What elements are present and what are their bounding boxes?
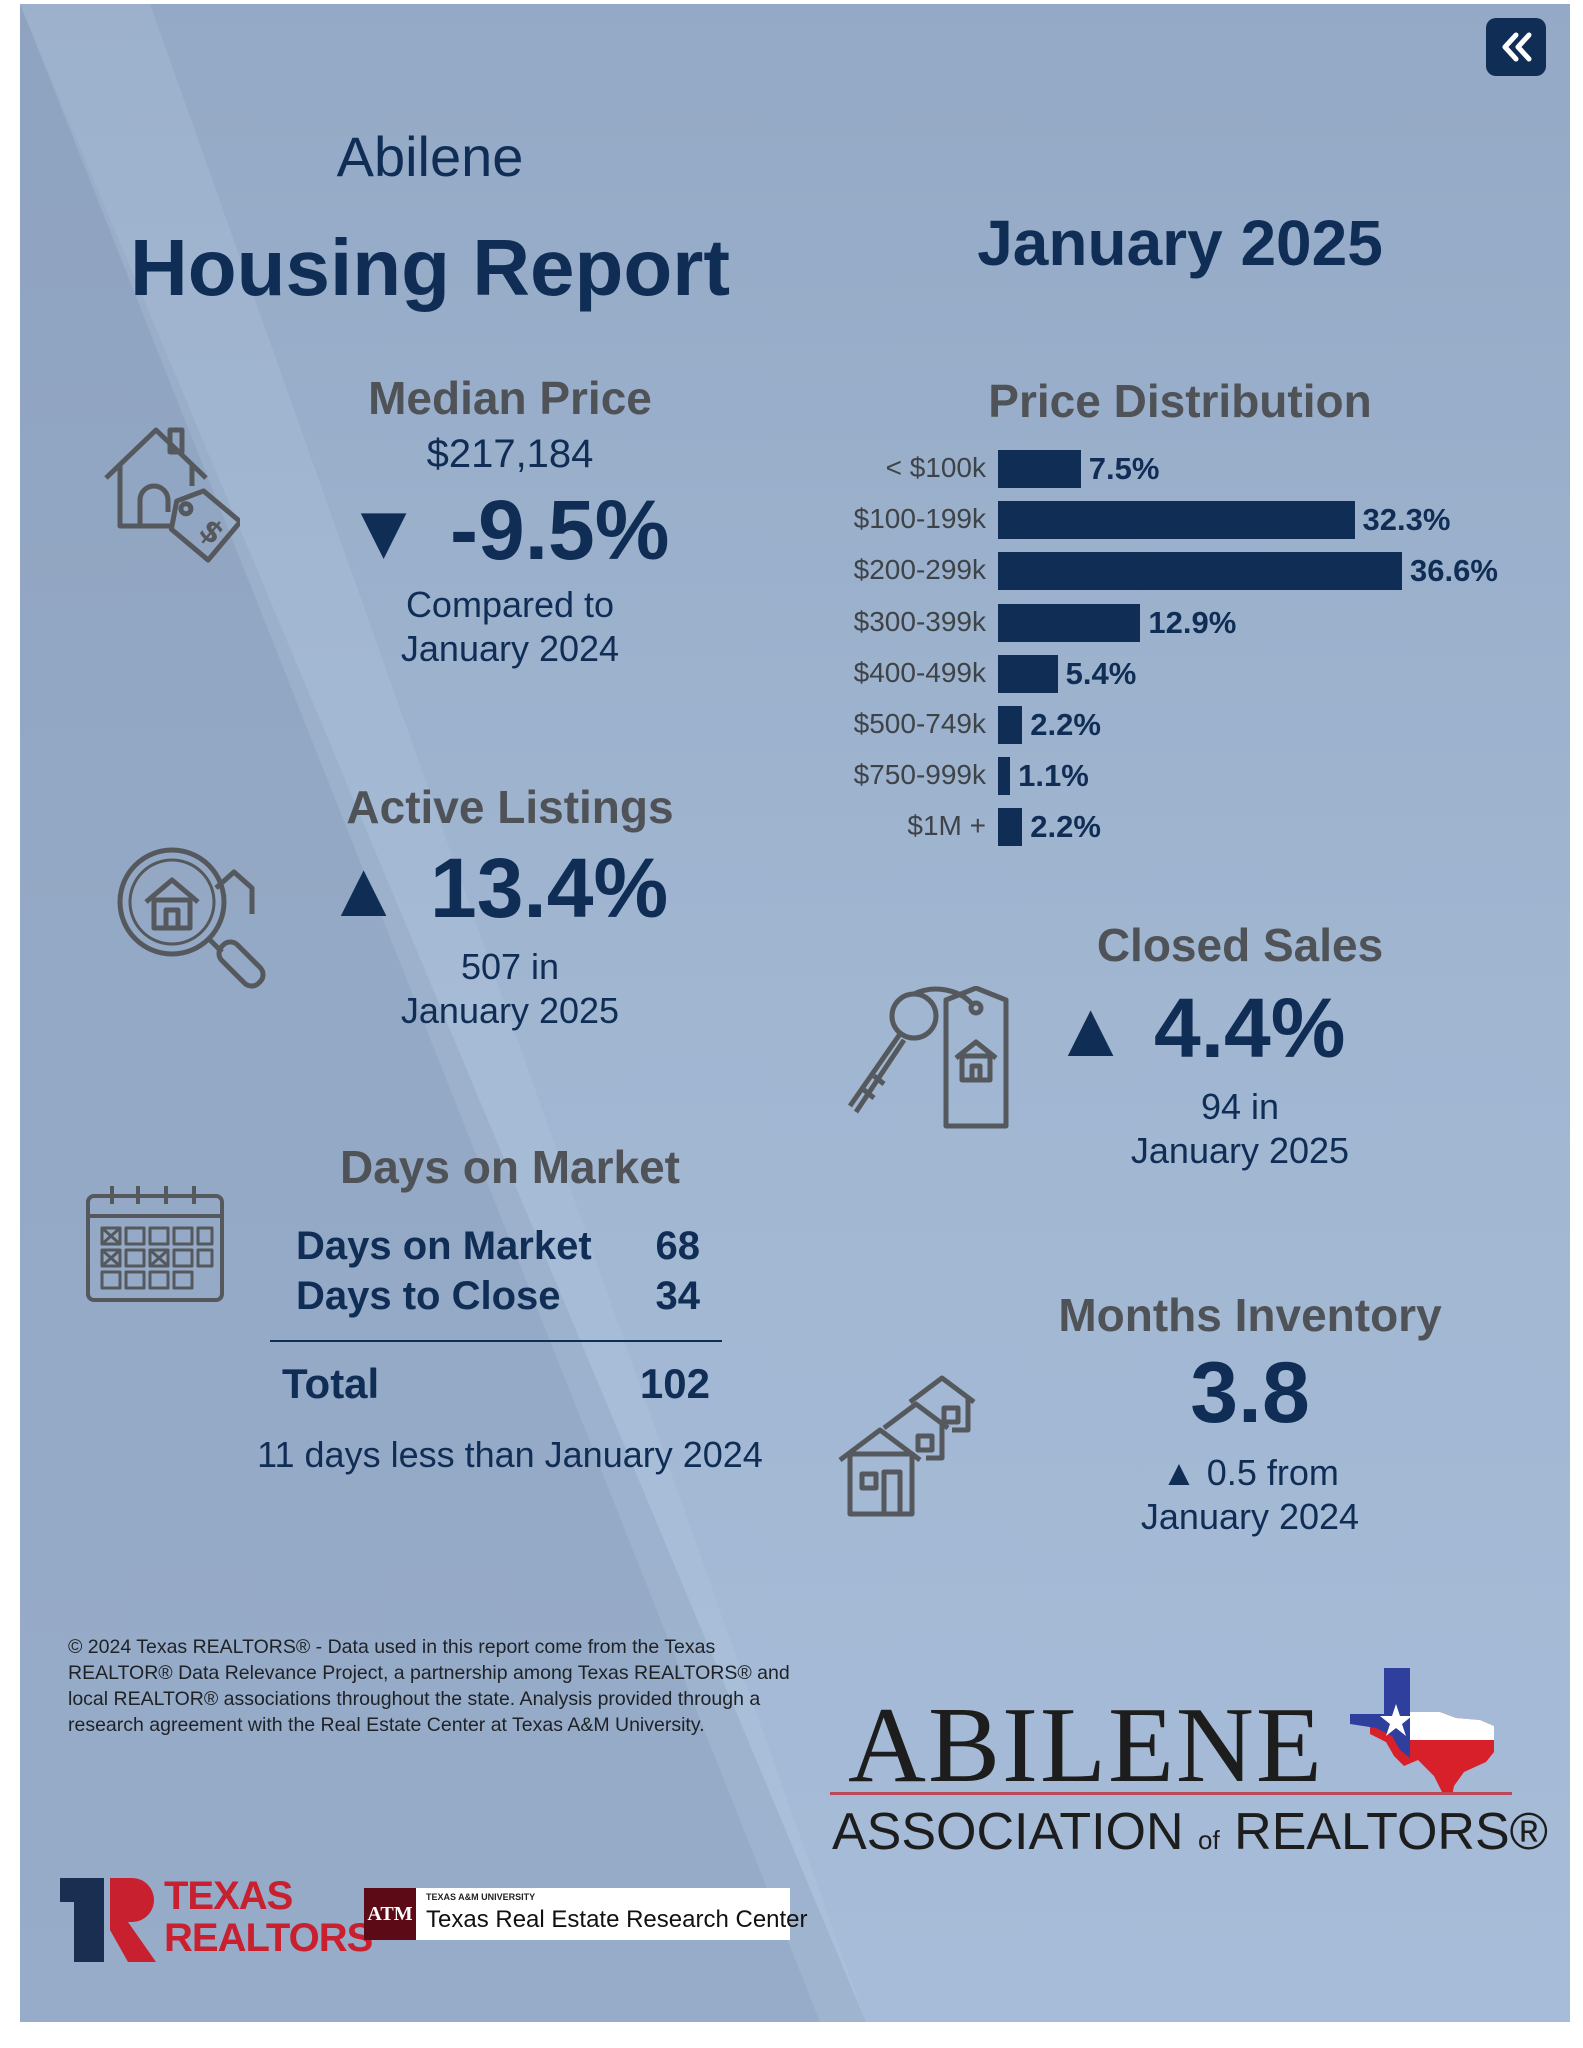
active-listings-heading: Active Listings: [346, 781, 674, 833]
dist-value-label: 7.5%: [1088, 451, 1160, 486]
dom-total-value: 102: [639, 1360, 710, 1407]
tamu-mark: ATM: [364, 1888, 416, 1940]
copyright-footnote: © 2024 Texas REALTORS® - Data used in th…: [68, 1636, 790, 1736]
abilene-logo-realtors: REALTORS®: [1234, 1803, 1548, 1861]
active-listings-change: 13.4%: [430, 841, 669, 935]
closed-sales-arrow-up: ▲: [1052, 985, 1130, 1073]
abilene-association-logo: ABILENE ASSOCIATION of REALTORS®: [828, 1664, 1548, 1884]
dist-bar: [998, 501, 1355, 540]
dist-bar: [998, 450, 1081, 488]
dist-bar: [998, 654, 1058, 693]
tamu-center-name: Texas Real Estate Research Center: [426, 1906, 808, 1933]
months-inventory-heading: Months Inventory: [1058, 1289, 1442, 1341]
dist-value-label: 5.4%: [1065, 655, 1137, 691]
median-price-value: $217,184: [426, 432, 594, 476]
texas-realtors-mark-icon: [60, 1878, 156, 1962]
dist-bar: [998, 808, 1023, 847]
median-price-heading: Median Price: [368, 372, 652, 424]
dist-category-label: $750-999k: [853, 759, 986, 791]
house-price-tag-icon: $: [100, 416, 243, 571]
months-inventory-value: 3.8: [1190, 1345, 1310, 1441]
dom-comparison: 11 days less than January 2024: [257, 1434, 763, 1475]
median-price-compare-line2: January 2024: [400, 628, 620, 669]
closed-sales-count-line2: January 2025: [1130, 1130, 1350, 1171]
dist-category-label: $400-499k: [853, 656, 986, 688]
abilene-logo-rule: [830, 1792, 1512, 1795]
double-chevron-left-icon: [1502, 32, 1532, 62]
dist-value-label: 2.2%: [1030, 809, 1101, 845]
median-price-arrow-down: ▼: [345, 487, 423, 575]
dist-bar: [998, 757, 1011, 796]
dist-category-label: $200-299k: [853, 554, 986, 586]
texas-flag-map-icon: [1350, 1668, 1494, 1794]
dom-row-value-1: 68: [655, 1224, 701, 1268]
dist-value-label: 2.2%: [1030, 707, 1101, 742]
dist-category-label: < $100k: [885, 452, 986, 483]
abilene-logo-word: ABILENE: [848, 1686, 1324, 1805]
abilene-logo-of: of: [1198, 1825, 1220, 1855]
months-inventory-change-line2: January 2024: [1140, 1496, 1360, 1537]
dist-value-label: 12.9%: [1148, 604, 1237, 640]
median-price-compare-line1: Compared to: [405, 584, 615, 625]
report-title: Housing Report: [130, 223, 730, 312]
texas-realtors-logo: TEXAS REALTORS: [60, 1874, 373, 1966]
closed-sales-count-line1: 94 in: [1200, 1086, 1280, 1127]
dom-divider: [270, 1340, 722, 1342]
dist-bar: [998, 552, 1402, 591]
texas-realtors-line1: TEXAS: [164, 1874, 293, 1918]
median-price-change: -9.5%: [450, 483, 670, 577]
key-house-tag-icon: [842, 985, 1012, 1141]
abilene-logo-association: ASSOCIATION: [832, 1803, 1184, 1861]
calendar-icon: [82, 1182, 232, 1317]
days-on-market-heading: Days on Market: [339, 1141, 680, 1193]
closed-sales-change: 4.4%: [1154, 981, 1346, 1075]
magnifier-house-icon: [112, 842, 272, 997]
dist-category-label: $300-399k: [853, 605, 986, 637]
dist-category-label: $1M +: [907, 810, 986, 842]
texas-realtors-line2: REALTORS: [164, 1916, 373, 1960]
houses-stack-icon: [834, 1372, 994, 1527]
tamu-small-label: TEXAS A&M UNIVERSITY: [426, 1892, 536, 1902]
active-listings-count-line1: 507 in: [460, 946, 560, 987]
svg-text:$: $: [192, 512, 230, 552]
dom-total-label: Total: [282, 1360, 380, 1407]
closed-sales-heading: Closed Sales: [1096, 919, 1384, 971]
abilene-logo-subtitle: ASSOCIATION of REALTORS®: [832, 1802, 1548, 1862]
back-button[interactable]: [1486, 18, 1546, 76]
dist-value-label: 1.1%: [1018, 758, 1089, 794]
tamu-research-center-logo: ATM TEXAS A&M UNIVERSITY Texas Real Esta…: [364, 1888, 808, 1940]
dist-category-label: $500-749k: [853, 708, 986, 739]
dom-row-value-2: 34: [655, 1274, 701, 1318]
dist-value-label: 32.3%: [1362, 502, 1451, 538]
months-inventory-change-line1: ▲ 0.5 from: [1161, 1452, 1339, 1493]
dom-row-label-2: Days to Close: [296, 1274, 561, 1318]
housing-report-page: Abilene Housing Report January 2025 $ Me…: [20, 4, 1570, 2022]
active-listings-count-line2: January 2025: [400, 990, 620, 1031]
dist-value-label: 36.6%: [1410, 553, 1498, 589]
dom-row-label-1: Days on Market: [296, 1224, 592, 1268]
dist-bar: [998, 603, 1141, 642]
active-listings-arrow-up: ▲: [325, 845, 403, 933]
city-name: Abilene: [336, 125, 524, 188]
background-diagonal: [20, 4, 866, 2022]
dist-bar: [998, 706, 1023, 744]
dist-category-label: $100-199k: [853, 503, 986, 535]
price-distribution-heading: Price Distribution: [988, 375, 1372, 427]
report-period: January 2025: [977, 207, 1383, 279]
